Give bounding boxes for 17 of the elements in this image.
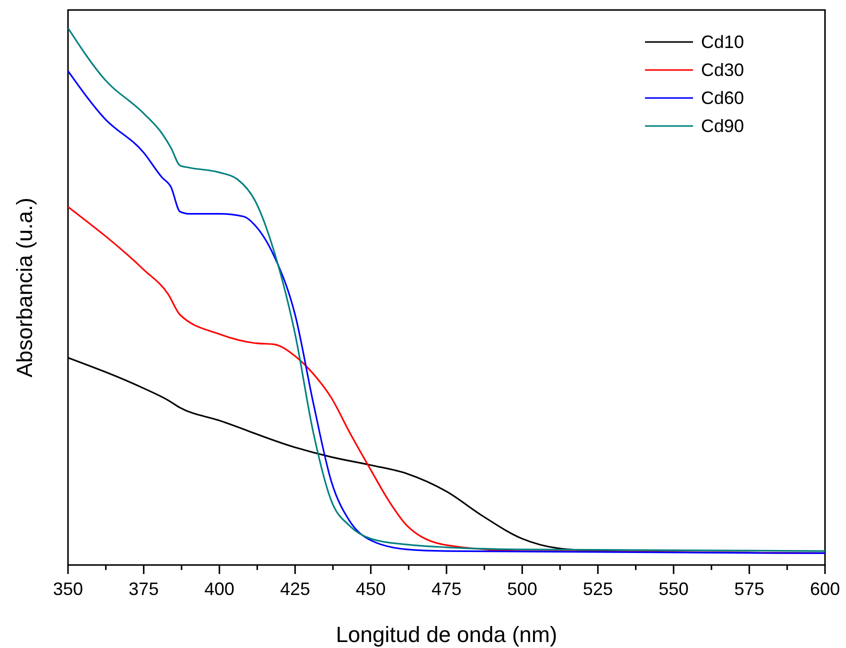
- legend-label: Cd90: [701, 116, 744, 136]
- x-tick-label: 400: [204, 579, 234, 599]
- legend-label: Cd30: [701, 60, 744, 80]
- x-tick-label: 375: [128, 579, 159, 599]
- x-tick-label: 500: [507, 579, 538, 599]
- x-tick-label: 525: [582, 579, 613, 599]
- x-axis-title: Longitud de onda (nm): [336, 622, 558, 647]
- legend-label: Cd60: [701, 88, 744, 108]
- x-tick-label: 550: [658, 579, 689, 599]
- x-tick-label: 450: [356, 579, 386, 599]
- x-tick-label: 600: [810, 579, 840, 599]
- x-tick-label: 475: [431, 579, 462, 599]
- y-axis-title: Absorbancia (u.a.): [12, 198, 37, 378]
- legend-label: Cd10: [701, 32, 744, 52]
- x-tick-label: 350: [52, 579, 84, 599]
- x-tick-label: 425: [280, 579, 310, 599]
- x-tick-label: 575: [734, 579, 764, 599]
